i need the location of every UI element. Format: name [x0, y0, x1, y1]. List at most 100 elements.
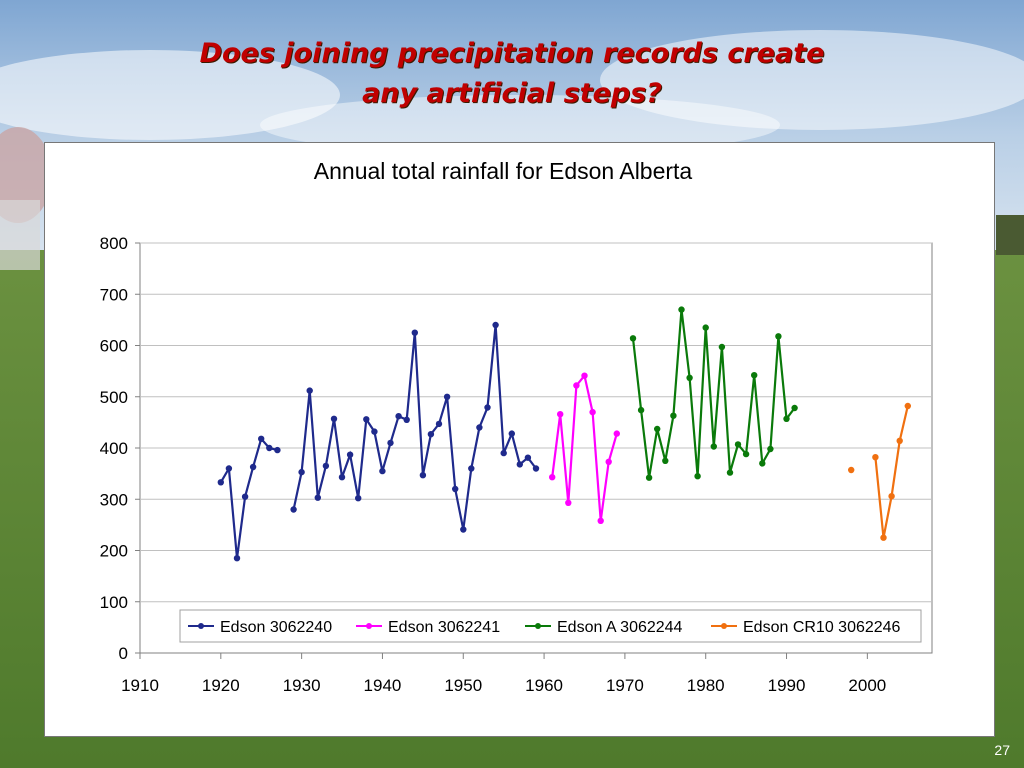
- data-point: [427, 431, 435, 438]
- y-tick-label: 300: [100, 490, 128, 509]
- data-point: [880, 534, 887, 541]
- y-tick-label: 0: [119, 644, 128, 663]
- data-point: [629, 335, 637, 342]
- axes: 0 100 200 300 400 500 600 700 800 1910 1920 1930 194…: [100, 234, 887, 695]
- data-point: [387, 439, 394, 447]
- data-point: [678, 306, 685, 313]
- y-tick-label: 700: [100, 285, 128, 304]
- data-point: [662, 457, 669, 464]
- data-point: [346, 451, 354, 458]
- x-tick-label: 1930: [283, 676, 321, 695]
- legend-swatch-marker: [721, 623, 727, 629]
- data-point: [702, 324, 709, 331]
- x-tick-label: 1990: [768, 676, 806, 695]
- series-4: [848, 402, 911, 541]
- data-point: [775, 333, 782, 340]
- x-tick-label: 1910: [121, 676, 159, 695]
- data-point: [694, 473, 701, 480]
- data-point: [249, 463, 257, 471]
- data-point: [484, 404, 491, 411]
- data-point: [532, 465, 540, 472]
- data-point: [726, 469, 734, 476]
- data-point: [298, 468, 305, 476]
- data-point: [734, 441, 742, 448]
- data-point: [718, 343, 726, 351]
- data-point: [613, 430, 620, 437]
- data-point: [888, 493, 895, 500]
- data-point: [330, 415, 338, 422]
- data-point: [314, 494, 321, 501]
- data-point: [654, 425, 661, 433]
- data-point: [524, 454, 532, 461]
- data-point: [783, 415, 790, 422]
- x-tick-label: 1940: [364, 676, 402, 695]
- series-3: [629, 306, 798, 481]
- data-point: [516, 461, 523, 468]
- x-tick-label: 1920: [202, 676, 240, 695]
- legend-swatch-marker: [366, 623, 372, 629]
- legend-swatch-marker: [198, 623, 204, 629]
- legend-swatch-marker: [535, 623, 541, 629]
- slide-title-line-2: any artificial steps?: [362, 78, 662, 109]
- chart-panel: Annual total rainfall for Edson Alberta …: [44, 142, 995, 737]
- data-point: [645, 474, 653, 481]
- data-point: [290, 506, 297, 513]
- legend-box: [179, 609, 922, 643]
- x-tick-label: 1970: [606, 676, 644, 695]
- data-point: [500, 449, 507, 457]
- data-point: [492, 321, 499, 329]
- data-point: [896, 437, 903, 444]
- slide-title: Does joining precipitation records creat…: [0, 34, 1024, 114]
- data-point: [848, 466, 855, 474]
- data-point: [338, 474, 346, 481]
- data-point: [443, 393, 451, 400]
- page-number: 27: [994, 742, 1010, 758]
- data-point: [557, 411, 564, 418]
- x-tick-label: 1960: [525, 676, 563, 695]
- data-point: [589, 408, 596, 416]
- data-point: [379, 467, 386, 475]
- data-point: [371, 428, 378, 435]
- data-point: [710, 443, 717, 450]
- y-tick-label: 200: [100, 542, 128, 561]
- slide-title-line-1: Does joining precipitation records creat…: [199, 38, 825, 69]
- data-series: [217, 306, 911, 562]
- x-tick-label: 1950: [444, 676, 482, 695]
- data-point: [435, 420, 443, 428]
- data-point: [241, 493, 249, 500]
- data-point: [419, 472, 427, 479]
- data-point: [476, 424, 483, 431]
- data-point: [411, 329, 418, 336]
- series-1: [217, 321, 540, 562]
- data-point: [266, 444, 273, 452]
- data-point: [742, 450, 750, 458]
- x-tick-label: 2000: [848, 676, 886, 695]
- data-point: [573, 382, 580, 389]
- series-2: [549, 372, 620, 524]
- data-point: [581, 372, 588, 379]
- data-point: [355, 495, 362, 502]
- data-point: [597, 517, 604, 524]
- legend-label: Edson 3062240: [220, 619, 332, 636]
- data-point: [322, 462, 330, 470]
- chart-title: Annual total rainfall for Edson Alberta: [314, 158, 693, 184]
- y-tick-label: 500: [100, 388, 128, 407]
- data-point: [759, 460, 766, 467]
- rainfall-chart: Annual total rainfall for Edson Alberta …: [100, 158, 933, 695]
- data-point: [460, 526, 467, 533]
- data-point: [904, 402, 911, 410]
- data-point: [686, 374, 693, 381]
- data-point: [872, 454, 879, 461]
- data-point: [452, 485, 459, 493]
- y-tick-label: 800: [100, 234, 128, 253]
- legend-label: Edson CR10 3062246: [743, 619, 901, 636]
- data-point: [217, 479, 224, 486]
- data-point: [363, 416, 370, 423]
- data-point: [670, 412, 677, 419]
- data-point: [767, 445, 774, 453]
- y-tick-label: 600: [100, 337, 128, 356]
- data-point: [605, 458, 612, 465]
- data-point: [508, 430, 515, 437]
- data-point: [637, 406, 645, 414]
- data-point: [468, 465, 475, 472]
